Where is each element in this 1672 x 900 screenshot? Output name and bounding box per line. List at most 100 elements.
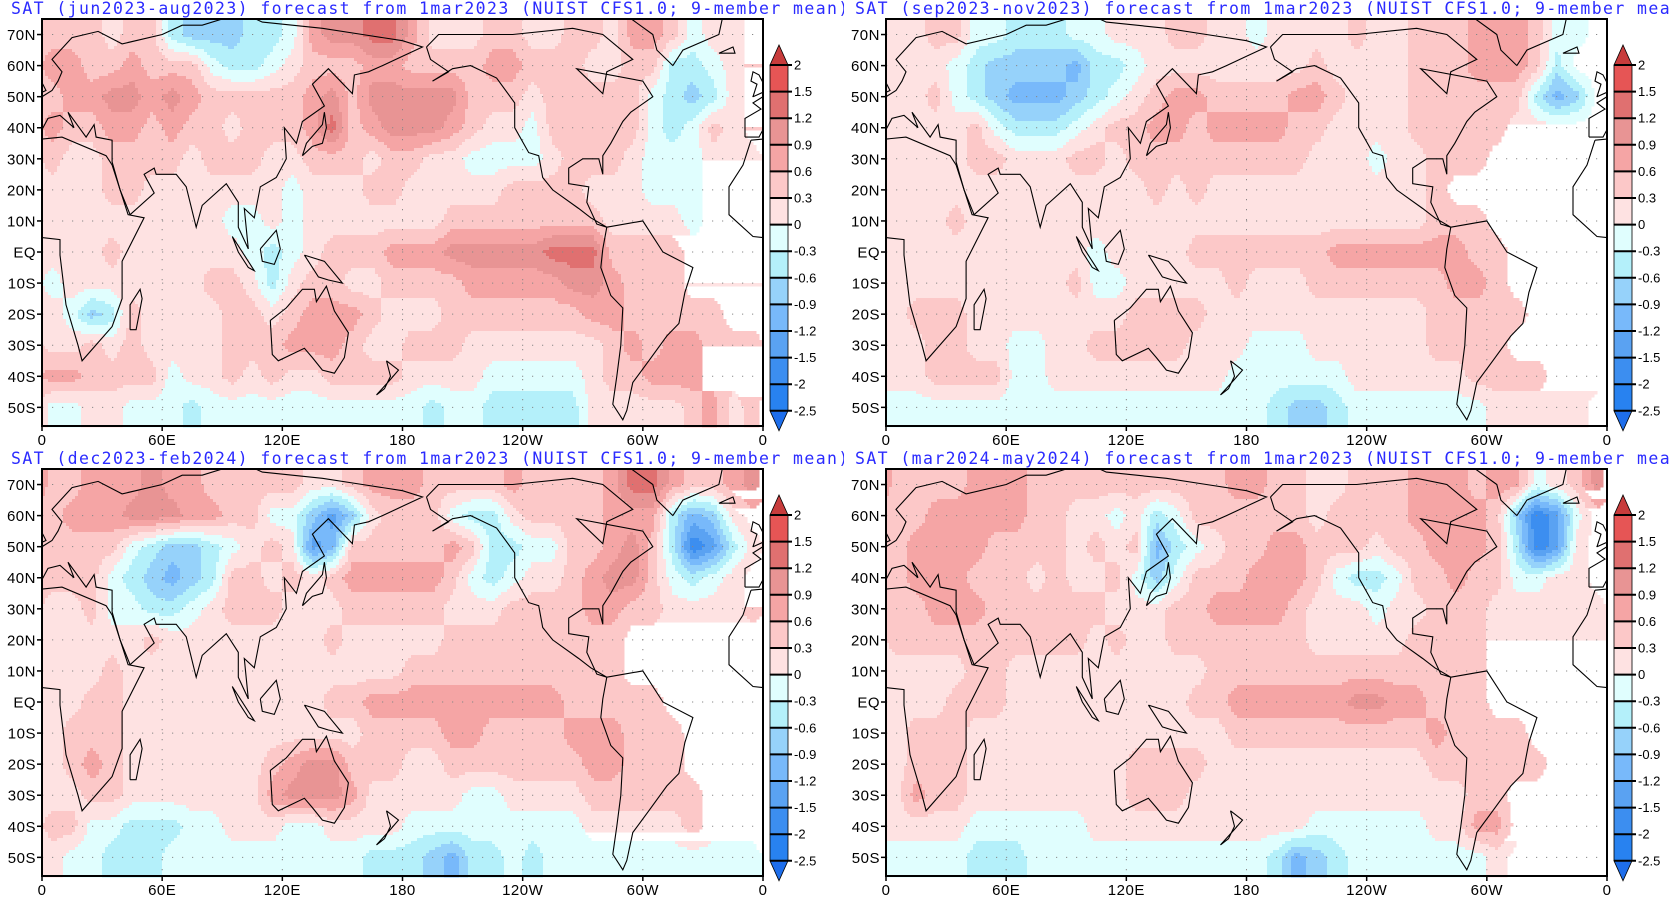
heatmap-cell xyxy=(42,142,73,146)
heatmap-cell xyxy=(105,130,142,134)
heatmap-cell xyxy=(886,31,926,35)
heatmap-cell xyxy=(300,316,361,320)
heatmap-cell xyxy=(243,283,259,287)
heatmap-cell xyxy=(501,193,586,197)
heatmap-cell xyxy=(886,385,1010,389)
heatmap-cell xyxy=(603,538,628,542)
heatmap-cell xyxy=(690,229,700,233)
heatmap-cell xyxy=(1312,55,1322,59)
colorbar-label: 0.6 xyxy=(1638,164,1656,179)
heatmap-cell xyxy=(417,34,430,38)
heatmap-cell xyxy=(1105,130,1148,134)
heatmap-cell xyxy=(1000,169,1073,173)
heatmap-cell xyxy=(886,169,974,173)
heatmap-cell xyxy=(228,139,235,143)
heatmap-cell xyxy=(627,538,637,542)
heatmap-cell xyxy=(144,538,169,542)
heatmap-cell xyxy=(1075,136,1106,140)
heatmap-cell xyxy=(696,550,712,554)
heatmap-cell xyxy=(339,538,346,542)
heatmap-cell xyxy=(543,271,604,275)
heatmap-cell xyxy=(342,511,355,515)
heatmap-cell xyxy=(360,82,373,86)
heatmap-cell xyxy=(1180,175,1214,179)
heatmap-cell xyxy=(925,367,1001,371)
heatmap-cell xyxy=(387,256,451,260)
heatmap-cell xyxy=(312,526,331,530)
heatmap-cell xyxy=(270,520,298,524)
heatmap-cell xyxy=(387,145,424,149)
heatmap-cell xyxy=(120,319,130,323)
heatmap-cell xyxy=(657,550,664,554)
heatmap-cell xyxy=(600,211,679,215)
heatmap-cell xyxy=(105,100,139,104)
heatmap-cell xyxy=(171,361,175,365)
heatmap-cell xyxy=(531,82,535,86)
heatmap-cell xyxy=(615,268,685,272)
heatmap-cell xyxy=(498,517,511,521)
heatmap-cell xyxy=(997,382,1010,386)
heatmap-cell xyxy=(1516,79,1529,83)
heatmap-cell xyxy=(624,286,685,290)
heatmap-cell xyxy=(378,274,454,278)
heatmap-cell xyxy=(1183,181,1211,185)
heatmap-cell xyxy=(729,397,739,401)
heatmap-cell xyxy=(1120,292,1232,296)
heatmap-cell xyxy=(618,31,628,35)
heatmap-cell xyxy=(1279,139,1322,143)
heatmap-cell xyxy=(886,211,950,215)
heatmap-cell xyxy=(1543,97,1556,101)
heatmap-cell xyxy=(663,100,688,104)
heatmap-cell xyxy=(357,508,367,512)
heatmap-cell xyxy=(330,499,334,503)
heatmap-cell xyxy=(177,103,199,107)
heatmap-cell xyxy=(291,175,295,179)
heatmap-cell xyxy=(357,88,370,92)
heatmap-cell xyxy=(120,322,130,326)
heatmap-cell xyxy=(135,85,196,89)
map-panel-svg: SAT (sep2023-nov2023) forecast from 1mar… xyxy=(844,0,1672,450)
heatmap-cell xyxy=(952,94,968,98)
heatmap-cell xyxy=(1552,28,1589,32)
heatmap-cell xyxy=(108,355,118,359)
heatmap-cell xyxy=(243,370,262,374)
heatmap-cell xyxy=(252,172,313,176)
heatmap-cell xyxy=(1105,244,1190,248)
heatmap-cell xyxy=(297,31,304,35)
lat-tick-label: 30N xyxy=(7,151,36,168)
heatmap-cell xyxy=(270,226,277,230)
heatmap-cell xyxy=(967,70,986,74)
heatmap-cell xyxy=(1408,124,1508,128)
heatmap-cell xyxy=(60,88,112,92)
heatmap-cell xyxy=(135,139,169,143)
heatmap-cell xyxy=(603,349,625,353)
heatmap-cell xyxy=(168,370,181,374)
heatmap-cell xyxy=(1552,31,1589,35)
heatmap-cell xyxy=(618,169,643,173)
heatmap-cell xyxy=(687,25,703,29)
heatmap-cell xyxy=(669,79,715,83)
heatmap-cell xyxy=(1069,109,1088,113)
heatmap-cell xyxy=(1012,331,1040,335)
heatmap-cell xyxy=(66,151,100,155)
heatmap-cell xyxy=(198,106,304,110)
heatmap-cell xyxy=(237,379,268,383)
heatmap-cell xyxy=(258,367,403,371)
heatmap-cell xyxy=(618,28,628,32)
heatmap-cell xyxy=(492,361,577,365)
heatmap-cell xyxy=(108,322,121,326)
heatmap-cell xyxy=(1468,52,1529,56)
heatmap-cell xyxy=(45,394,160,398)
heatmap-cell xyxy=(465,82,532,86)
heatmap-cell xyxy=(1051,385,1223,389)
heatmap-cell xyxy=(1090,79,1118,83)
heatmap-cell xyxy=(970,25,1007,29)
heatmap-cell xyxy=(621,160,643,164)
heatmap-cell xyxy=(1420,145,1493,149)
heatmap-cell xyxy=(961,211,1427,215)
heatmap-cell xyxy=(441,319,592,323)
heatmap-cell xyxy=(438,223,607,227)
heatmap-cell xyxy=(222,64,262,68)
heatmap-cell xyxy=(258,166,310,170)
heatmap-cell xyxy=(1384,151,1424,155)
